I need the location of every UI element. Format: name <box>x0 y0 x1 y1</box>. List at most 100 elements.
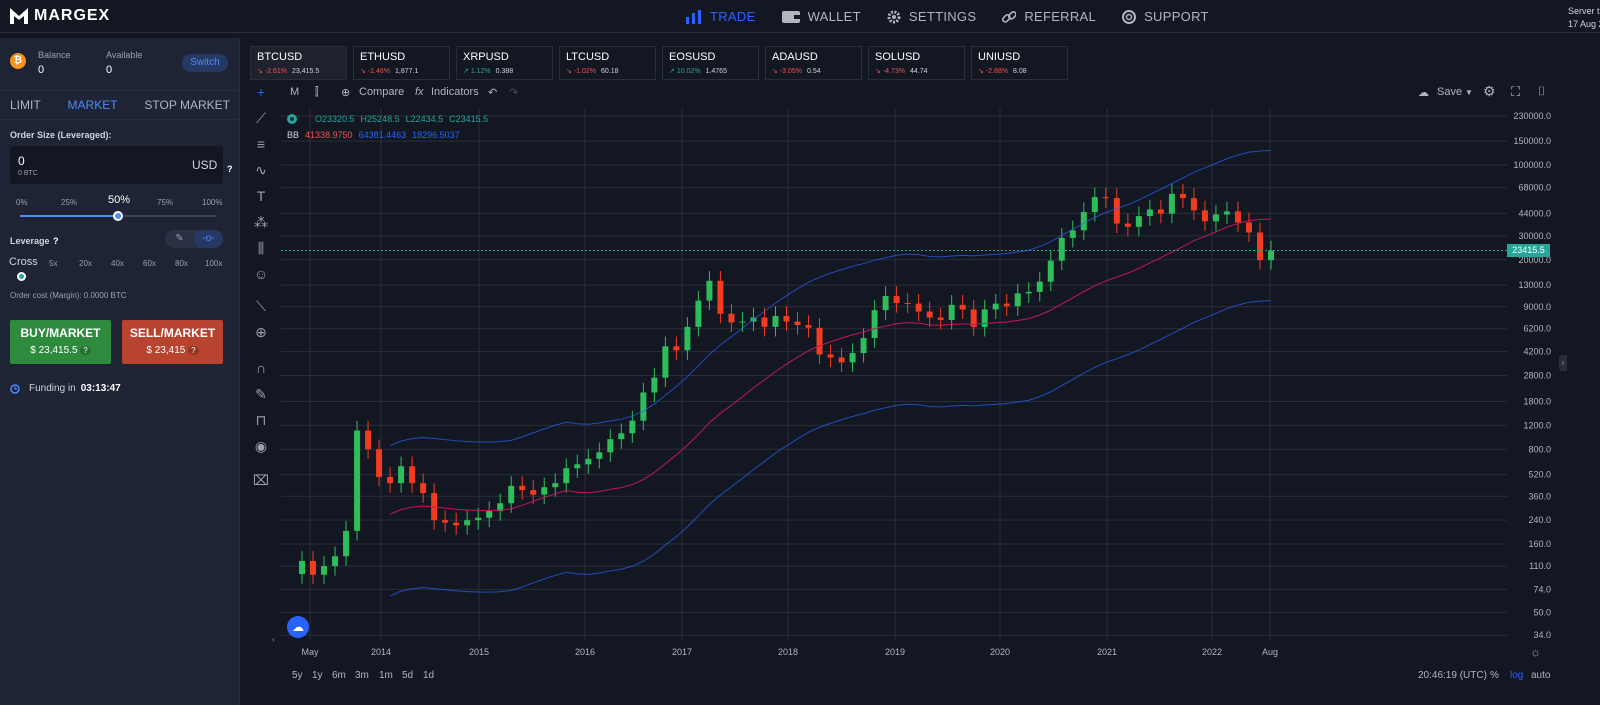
candle <box>497 503 504 512</box>
nav-support[interactable]: SUPPORT <box>1122 9 1209 24</box>
leverage-help-icon[interactable]: ? <box>53 236 59 246</box>
utc-time[interactable]: 20:46:19 (UTC) <box>1418 670 1487 681</box>
ticker-tab-adausd[interactable]: ADAUSD ↘ -3.05% 0.54 <box>765 46 862 80</box>
tab-limit[interactable]: LIMIT <box>10 98 41 112</box>
nav-wallet[interactable]: WALLET <box>781 9 861 24</box>
slider-fill <box>20 215 118 217</box>
leverage-knob[interactable] <box>17 272 26 281</box>
magnet-icon[interactable]: ∩ <box>255 360 267 376</box>
timeframe-6m[interactable]: 6m <box>332 670 346 681</box>
tab-market[interactable]: MARKET <box>67 98 118 112</box>
trash-icon[interactable]: ⌧ <box>252 472 270 488</box>
symbol-status-icon[interactable] <box>287 114 297 124</box>
switch-button[interactable]: Switch <box>182 54 228 72</box>
collapse-chevron-left-icon[interactable]: ‹ <box>272 634 275 644</box>
timeframe-5y[interactable]: 5y <box>292 670 303 681</box>
bb-upper-line <box>389 150 1272 447</box>
log-scale-button[interactable]: log <box>1510 670 1524 681</box>
save-chevron-down-icon[interactable]: ▼ <box>1465 88 1473 97</box>
nav-support-label: SUPPORT <box>1144 9 1209 24</box>
ticker-tab-xrpusd[interactable]: XRPUSD ↗ 1.12% 0.388 <box>456 46 553 80</box>
timeframe-3m[interactable]: 3m <box>355 670 369 681</box>
trend-line-icon[interactable]: ⟋ <box>256 110 266 126</box>
ticker-tab-ltcusd[interactable]: LTCUSD ↘ -1.02% 60.18 <box>559 46 656 80</box>
ticker-tab-uniusd[interactable]: UNIUSD ↘ -2.88% 8.08 <box>971 46 1068 80</box>
ticker-tab-btcusd[interactable]: BTCUSD ↘ -2.61% 23,415.5 <box>250 46 347 80</box>
compare-button[interactable]: Compare <box>359 86 405 98</box>
eye-icon[interactable]: ◉ <box>254 438 268 454</box>
ticker-symbol: LTCUSD <box>566 51 610 63</box>
interval-button[interactable]: M <box>290 86 300 98</box>
order-cost: Order cost (Margin): 0.0000 BTC <box>10 291 127 300</box>
horizontal-lines-icon[interactable]: ≡ <box>256 136 266 152</box>
order-size-slider[interactable] <box>20 211 216 221</box>
arrow-down-icon: ↘ <box>360 68 368 75</box>
sell-help-icon[interactable]: ? <box>188 346 199 355</box>
price-tick-label: 240.0 <box>1528 515 1551 525</box>
zoom-in-icon[interactable]: ⊕ <box>255 324 267 340</box>
save-button[interactable]: Save <box>1437 86 1463 98</box>
timeframe-5d[interactable]: 5d <box>402 670 414 681</box>
ruler-icon[interactable]: ⟍ <box>256 298 266 314</box>
ticker-tab-solusd[interactable]: SOLUSD ↘ -4.73% 44.74 <box>868 46 965 80</box>
text-icon[interactable]: T <box>256 188 266 204</box>
undo-icon[interactable]: ↶ <box>488 87 498 99</box>
nav-trade-label: TRADE <box>710 9 756 24</box>
tradingview-logo-icon[interactable]: ☁ <box>287 616 309 638</box>
candle <box>783 315 790 322</box>
candle-type-icon[interactable]: ⫿ <box>315 86 319 98</box>
order-size-input[interactable]: 0 0 BTC USD <box>10 146 223 184</box>
compare-icon[interactable]: ⊕ <box>341 87 351 99</box>
price-tick-label: 360.0 <box>1528 491 1551 501</box>
redo-icon[interactable]: ↷ <box>509 87 519 99</box>
timeframe-1y[interactable]: 1y <box>312 670 323 681</box>
price-axis[interactable]: 230000.0 150000.0 100000.0 68000.0 44000.0 30… <box>1507 108 1555 641</box>
auto-scale-button[interactable]: auto <box>1531 670 1551 681</box>
balance-value: 0 <box>38 64 45 76</box>
sell-market-button[interactable]: SELL/MARKET $ 23,415 ? <box>122 320 223 364</box>
axis-settings-icon[interactable]: ☼ <box>1530 645 1541 659</box>
ticker-price: 44.74 <box>910 68 928 75</box>
candle <box>409 466 416 484</box>
brush-icon[interactable]: ∿ <box>255 162 267 178</box>
forecast-icon[interactable]: ⫼ <box>257 240 265 256</box>
tab-stop-market[interactable]: STOP MARKET <box>144 98 230 112</box>
pencil-icon[interactable]: ✎ <box>175 233 184 244</box>
price-tick-label: 800.0 <box>1528 444 1551 454</box>
bb-label: BB <box>287 130 300 140</box>
size-help-icon[interactable]: ? <box>227 164 233 174</box>
price-chart[interactable] <box>281 108 1507 641</box>
lock-icon[interactable]: ⊓ <box>255 412 267 428</box>
brand-name: MARGEX <box>34 7 111 24</box>
slider-mode-icon[interactable]: -o- <box>194 230 223 248</box>
arrow-down-icon: ↘ <box>978 68 986 75</box>
slider-knob[interactable] <box>113 211 123 221</box>
nav-trade[interactable]: TRADE <box>686 9 756 24</box>
timeframe-1d[interactable]: 1d <box>423 670 435 681</box>
nav-settings[interactable]: SETTINGS <box>887 9 976 24</box>
fullscreen-icon[interactable]: ⛶ <box>1511 84 1521 99</box>
expand-chevron-right-icon[interactable]: › <box>1559 355 1567 371</box>
price-tick-label: 20000.0 <box>1518 255 1551 265</box>
ticker-tab-eosusd[interactable]: EOSUSD ↗ 10.02% 1.4765 <box>662 46 759 80</box>
ticker-tab-ethusd[interactable]: ETHUSD ↘ -1.46% 1,877.1 <box>353 46 450 80</box>
pencil-lock-icon[interactable]: ✎ <box>255 386 267 402</box>
margex-logo[interactable]: MARGEX <box>10 7 110 25</box>
nav-referral[interactable]: REFERRAL <box>1002 9 1096 24</box>
percent-scale-button[interactable]: % <box>1490 670 1499 681</box>
timeframe-1m[interactable]: 1m <box>379 670 393 681</box>
fx-icon[interactable]: fx <box>415 86 424 98</box>
indicators-button[interactable]: Indicators <box>431 86 479 98</box>
leverage-mode-toggle[interactable]: ✎ -o- <box>165 230 223 248</box>
time-axis[interactable]: May 2014 2015 2016 2017 2018 2019 2020 2021 2022 A… <box>281 641 1507 663</box>
chart-legend: O23320.5 H25248.5 L22434.5 C23415.5 BB 4… <box>287 114 488 140</box>
crosshair-icon[interactable]: + <box>256 84 266 100</box>
buy-market-button[interactable]: BUY/MARKET $ 23,415.5 ? <box>10 320 111 364</box>
buy-help-icon[interactable]: ? <box>80 346 91 355</box>
camera-icon[interactable]: ⌷ <box>1538 84 1546 98</box>
candle <box>1014 293 1021 307</box>
smiley-icon[interactable]: ☺ <box>253 266 269 282</box>
pattern-icon[interactable]: ⁂ <box>254 214 268 230</box>
candle <box>1179 193 1186 199</box>
gear-icon[interactable]: ⚙ <box>1483 83 1496 99</box>
